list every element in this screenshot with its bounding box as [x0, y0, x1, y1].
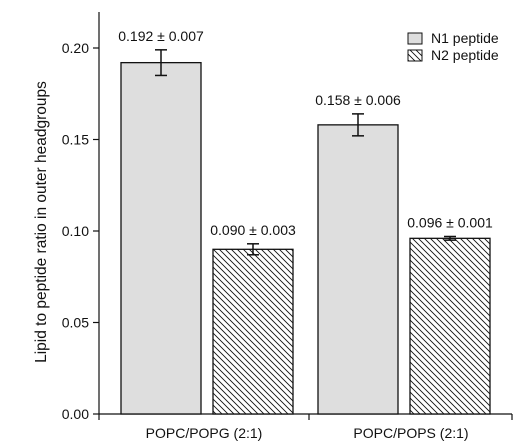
y-ticks: 0.00 0.05 0.10 0.15 0.20 [62, 40, 99, 422]
data-label: 0.158 ± 0.006 [315, 92, 401, 108]
legend-label: N2 peptide [431, 47, 499, 63]
y-tick-label: 0.20 [62, 40, 89, 56]
bar-n2 [212, 248, 294, 415]
legend-swatch [407, 49, 423, 62]
legend-label: N1 peptide [431, 30, 499, 46]
y-tick-label: 0.10 [62, 223, 89, 239]
x-categories: POPC/POPG (2:1) POPC/POPS (2:1) [98, 414, 513, 441]
x-category-label: POPC/POPG (2:1) [146, 425, 263, 441]
bars: 0.192 ± 0.007 0.158 ± 0.006 0.090 ± 0.003 0… [118, 28, 493, 415]
data-label: 0.192 ± 0.007 [118, 28, 204, 44]
data-label: 0.096 ± 0.001 [407, 214, 493, 230]
x-category-label: POPC/POPS (2:1) [353, 425, 468, 441]
bar-n1 [317, 124, 399, 415]
bar-n1 [120, 61, 202, 415]
legend-swatch [407, 32, 423, 45]
data-label: 0.090 ± 0.003 [210, 222, 296, 238]
bar-n2 [409, 237, 491, 415]
y-tick-label: 0.15 [62, 132, 89, 148]
y-tick-label: 0.05 [62, 315, 89, 331]
y-tick-label: 0.00 [62, 406, 89, 422]
y-axis-label: Lipid to peptide ratio in outer headgrou… [33, 81, 50, 363]
